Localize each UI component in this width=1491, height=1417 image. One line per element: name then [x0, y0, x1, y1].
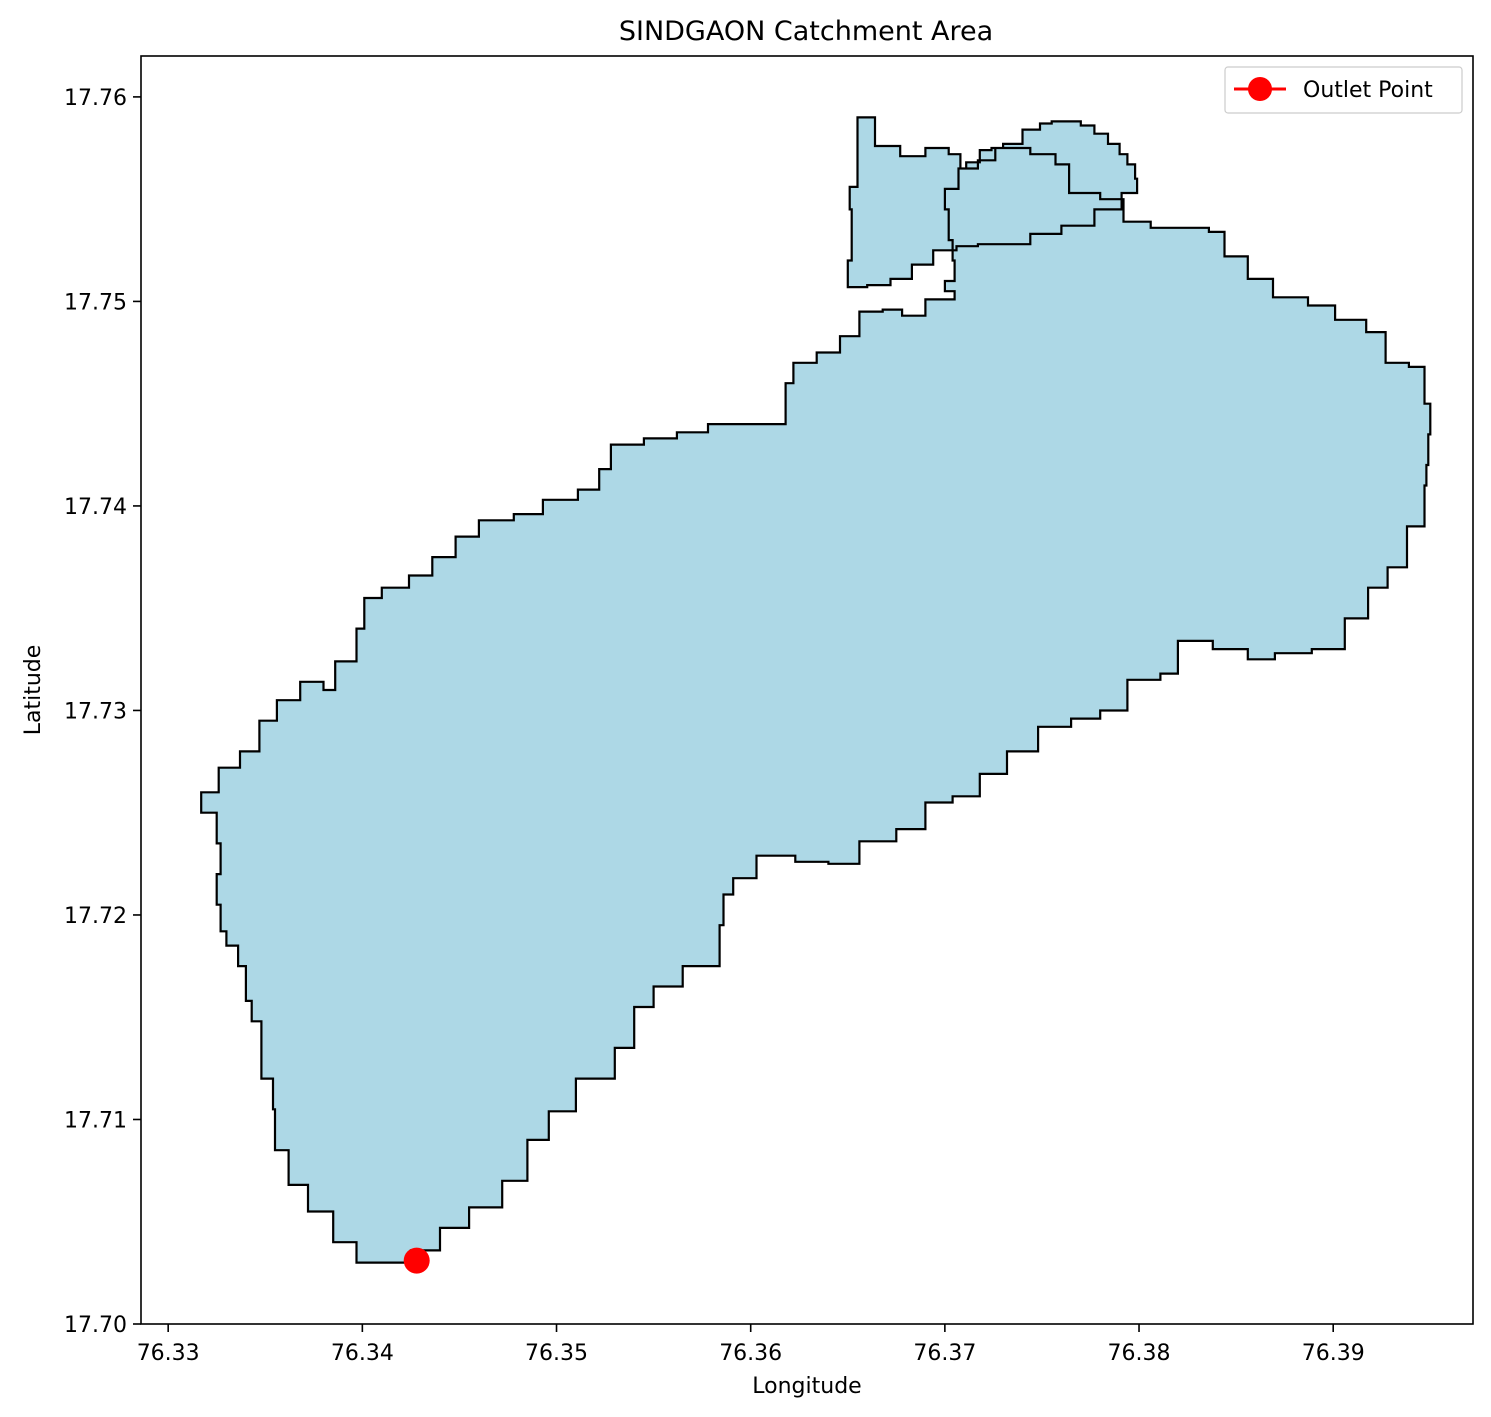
- y-tick-label: 17.72: [64, 904, 127, 929]
- plot-frame: [140, 55, 1474, 1325]
- x-tick-label: 76.39: [1302, 1341, 1365, 1366]
- plot-area: [140, 55, 1474, 1325]
- y-axis-ticks: 17.70 17.71 17.72 17.73 17.74 17.75 17.76: [64, 86, 141, 1338]
- map-title: SINDGAON Catchment Area: [619, 16, 993, 47]
- x-tick-label: 76.35: [525, 1341, 588, 1366]
- legend-box: [1224, 66, 1463, 114]
- y-tick-label: 17.73: [64, 699, 127, 724]
- outlet-point-marker: [403, 1247, 430, 1274]
- y-tick-label: 17.71: [64, 1108, 127, 1133]
- y-tick-label: 17.76: [64, 86, 127, 111]
- catchment-area-polygon: [200, 116, 1432, 1264]
- legend-marker-swatch: [1248, 77, 1272, 101]
- y-axis-label: Latitude: [21, 645, 46, 736]
- legend-label-outlet-point: Outlet Point: [1303, 78, 1433, 103]
- x-tick-label: 76.38: [1108, 1341, 1171, 1366]
- legend: Outlet Point: [1224, 66, 1463, 114]
- y-tick-label: 17.74: [64, 495, 127, 520]
- y-tick-label: 17.70: [64, 1313, 127, 1338]
- x-tick-label: 76.36: [719, 1341, 782, 1366]
- x-tick-label: 76.33: [137, 1341, 200, 1366]
- x-tick-label: 76.34: [331, 1341, 394, 1366]
- y-tick-label: 17.75: [64, 290, 127, 315]
- x-axis-label: Longitude: [752, 1374, 861, 1399]
- x-axis-ticks: 76.33 76.34 76.35 76.36 76.37 76.38 76.39: [137, 1324, 1365, 1366]
- x-tick-label: 76.37: [913, 1341, 976, 1366]
